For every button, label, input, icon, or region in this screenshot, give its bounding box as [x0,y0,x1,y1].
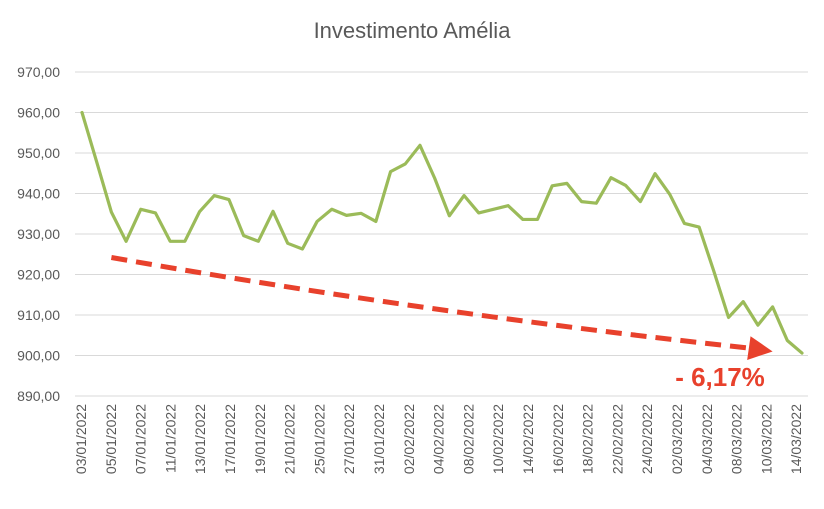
x-tick-label: 04/03/2022 [699,404,715,474]
y-tick-label: 900,00 [17,348,60,364]
x-tick-label: 03/01/2022 [73,404,89,474]
x-tick-label: 22/02/2022 [609,404,625,474]
x-tick-label: 02/03/2022 [669,404,685,474]
y-tick-label: 920,00 [17,267,60,283]
series-layer [80,110,804,355]
x-tick-label: 02/02/2022 [401,404,417,474]
x-tick-label: 14/03/2022 [788,404,804,474]
x-tick-label: 25/01/2022 [311,404,327,474]
x-tick-label: 16/02/2022 [550,404,566,474]
x-tick-label: 08/02/2022 [460,404,476,474]
trend-arrow-head [747,336,773,360]
series-line [80,110,804,355]
x-tick-label: 21/01/2022 [282,404,298,474]
y-tick-label: 970,00 [17,64,60,80]
annotation-layer: - 6,17% [110,255,773,392]
y-tick-label: 950,00 [17,145,60,161]
x-tick-label: 10/03/2022 [758,404,774,474]
y-tick-label: 890,00 [17,388,60,404]
x-tick-label: 14/02/2022 [520,404,536,474]
x-tick-label: 19/01/2022 [252,404,268,474]
x-tick-label: 13/01/2022 [192,404,208,474]
x-tick-label: 11/01/2022 [162,404,178,473]
x-tick-label: 05/01/2022 [103,404,119,474]
x-tick-label: 08/03/2022 [729,404,745,474]
gridlines [75,71,808,397]
y-tick-label: 940,00 [17,186,60,202]
x-tick-label: 24/02/2022 [639,404,655,474]
x-tick-label: 31/01/2022 [371,404,387,474]
y-tick-label: 930,00 [17,226,60,242]
x-tick-label: 04/02/2022 [431,404,447,474]
y-tick-label: 960,00 [17,105,60,121]
y-axis-ticks: 890,00 900,00 910,00 920,00 930,00 940,00 950,… [17,64,60,404]
x-tick-label: 07/01/2022 [133,404,149,474]
x-tick-label: 17/01/2022 [222,404,238,474]
trend-arrow-shaft [110,255,750,351]
percent-change-label: - 6,17% [675,362,765,392]
x-tick-label: 10/02/2022 [490,404,506,474]
chart-title: Investimento Amélia [314,18,512,43]
x-tick-label: 27/01/2022 [341,404,357,474]
y-tick-label: 910,00 [17,307,60,323]
x-axis-ticks: 03/01/2022 05/01/2022 07/01/2022 11/01/2022… [73,404,804,474]
x-tick-label: 18/02/2022 [580,404,596,474]
